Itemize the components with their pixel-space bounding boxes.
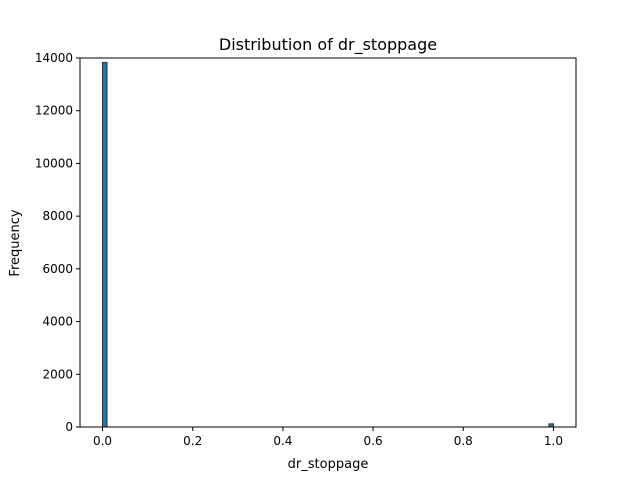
x-tick-label: 0.0 (93, 434, 112, 448)
bars-group (102, 61, 554, 428)
y-tick-label: 8000 (42, 209, 73, 223)
histogram-bar (102, 61, 108, 428)
y-axis-ticks: 0 2000 4000 6000 8000 10000 12000 14000 (35, 51, 80, 434)
y-axis-label: Frequency (8, 209, 23, 276)
y-tick-label: 12000 (35, 104, 73, 118)
y-tick-label: 0 (65, 420, 73, 434)
chart-title: Distribution of dr_stoppage (219, 35, 437, 55)
x-tick-label: 1.0 (544, 434, 563, 448)
y-tick-label: 2000 (42, 367, 73, 381)
y-tick-label: 4000 (42, 315, 73, 329)
y-tick-label: 14000 (35, 51, 73, 65)
x-axis-ticks: 0.0 0.2 0.4 0.6 0.8 1.0 (93, 427, 563, 448)
y-tick-label: 10000 (35, 156, 73, 170)
x-tick-label: 0.2 (183, 434, 202, 448)
x-tick-label: 0.8 (454, 434, 473, 448)
x-tick-label: 0.6 (364, 434, 383, 448)
x-axis-label: dr_stoppage (288, 457, 369, 472)
y-tick-label: 6000 (42, 262, 73, 276)
plot-frame (79, 57, 577, 428)
x-tick-label: 0.4 (273, 434, 292, 448)
